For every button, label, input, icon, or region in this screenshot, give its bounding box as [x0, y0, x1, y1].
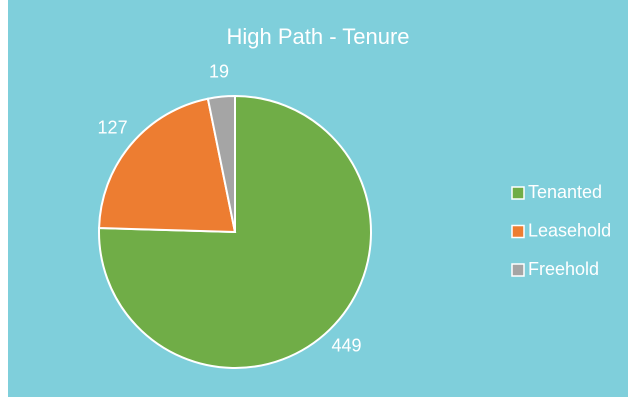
data-label: 127 [98, 118, 128, 138]
legend-label: Tenanted [528, 182, 602, 202]
data-label: 449 [331, 336, 361, 356]
chart-title: High Path - Tenure [226, 24, 409, 49]
legend-label: Leasehold [528, 220, 611, 240]
legend-swatch [511, 224, 525, 239]
pie-slice [98, 97, 237, 234]
data-label: 19 [209, 62, 229, 82]
legend-swatch [511, 186, 525, 200]
pie-slice [206, 94, 236, 233]
legend-swatch [511, 263, 525, 277]
legend-label: Freehold [528, 259, 599, 279]
